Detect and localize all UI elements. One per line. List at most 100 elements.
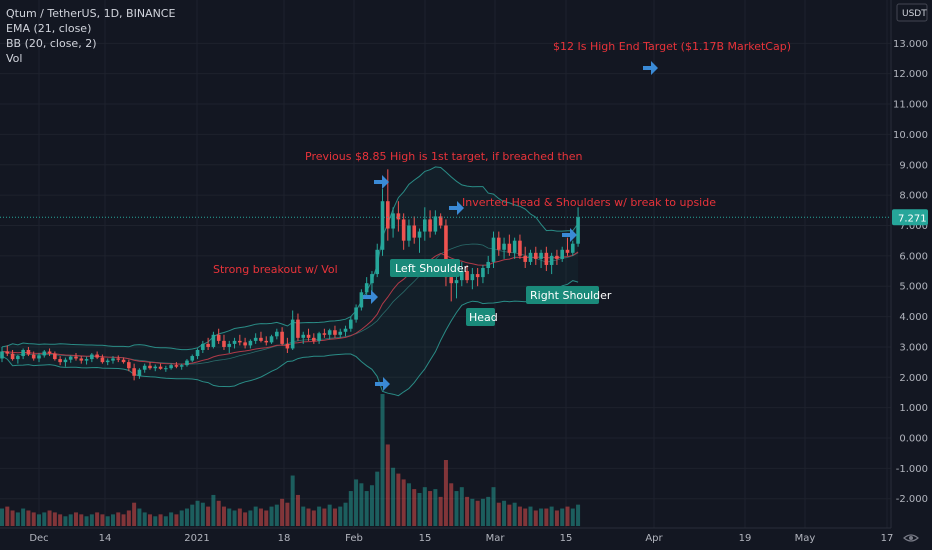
- candle: [169, 363, 173, 370]
- candle: [121, 357, 126, 364]
- note-previous-high: Previous $8.85 High is 1st target, if br…: [305, 150, 583, 163]
- volume-bar: [21, 508, 26, 526]
- candle: [576, 207, 580, 247]
- candle: [79, 356, 84, 364]
- price-axis[interactable]: 13.000 12.000 11.000 10.000 9.000 8.000 7.000 6…: [893, 39, 928, 505]
- arrow-right-icon: [363, 290, 378, 304]
- volume-bar: [311, 510, 316, 526]
- candle: [380, 189, 385, 256]
- volume-bar: [470, 498, 475, 526]
- volume-bar: [105, 516, 110, 526]
- candle: [496, 231, 501, 256]
- candle: [491, 231, 496, 268]
- volume-bar: [338, 506, 343, 526]
- x-tick-label: 17: [881, 533, 894, 544]
- volume-bar: [73, 512, 78, 526]
- x-tick-label: Mar: [486, 533, 506, 544]
- volume-bar: [126, 510, 131, 526]
- volume-bar: [58, 514, 63, 526]
- volume-bar: [200, 502, 205, 526]
- candle: [0, 346, 4, 363]
- candle: [243, 337, 247, 349]
- candle: [412, 216, 417, 244]
- y-tick-label: -2.000: [896, 494, 928, 505]
- currency-badge[interactable]: USDT: [896, 3, 928, 22]
- volume-bar: [147, 514, 152, 526]
- volume-bar: [554, 510, 559, 526]
- candle: [26, 346, 31, 357]
- volume-bar: [84, 516, 89, 526]
- volume-bar: [63, 516, 68, 526]
- volume-bar: [264, 510, 269, 526]
- candle: [280, 327, 284, 346]
- volume-bar: [443, 460, 448, 526]
- candle: [555, 249, 559, 265]
- y-tick-label: 10.000: [893, 130, 928, 141]
- candle: [227, 340, 232, 354]
- eye-icon[interactable]: [903, 534, 919, 542]
- volume-bar: [216, 500, 221, 526]
- volume-bar: [169, 512, 174, 526]
- volume-bar: [417, 493, 422, 526]
- volume-bar: [385, 444, 390, 526]
- candle: [364, 277, 369, 299]
- volume-bar: [327, 504, 332, 526]
- arrow-right-icon: [375, 377, 390, 391]
- volume-bar: [285, 502, 290, 526]
- volume-bar: [10, 510, 15, 526]
- candle: [539, 249, 543, 268]
- candle: [248, 339, 253, 349]
- candle: [201, 340, 205, 354]
- volume-bar: [42, 512, 47, 526]
- candle: [428, 210, 432, 238]
- candle: [518, 234, 522, 259]
- volume-bar: [486, 496, 491, 526]
- legend-bb: BB (20, close, 2): [6, 37, 97, 50]
- volume-bar: [369, 485, 374, 526]
- candle: [185, 359, 189, 367]
- volume-bar: [206, 506, 211, 526]
- volume-bar: [290, 475, 295, 526]
- candle: [58, 356, 62, 366]
- candle: [137, 368, 142, 379]
- candle: [301, 331, 306, 344]
- volume-bar: [232, 510, 237, 526]
- volume-bar: [528, 506, 533, 526]
- volume-bar: [179, 510, 184, 526]
- candle: [370, 271, 374, 293]
- candle: [105, 358, 110, 366]
- volume-bar: [211, 494, 216, 526]
- y-tick-label: 1.000: [899, 403, 928, 414]
- svg-text:Right Shoulder: Right Shoulder: [530, 289, 612, 302]
- volume-bar: [332, 508, 337, 526]
- candle: [417, 228, 422, 253]
- volume-bar: [248, 510, 253, 526]
- volume-bar: [549, 506, 554, 526]
- candle: [269, 334, 274, 344]
- y-tick-label: 13.000: [893, 39, 928, 50]
- candle: [148, 362, 152, 370]
- volume-bar: [227, 508, 232, 526]
- volume-bar: [132, 502, 137, 526]
- volume-bar: [512, 502, 517, 526]
- volume-bar: [100, 514, 105, 526]
- arrow-right-icon: [643, 61, 658, 75]
- arrows: [363, 61, 658, 391]
- arrow-right-icon: [449, 201, 464, 215]
- candle: [433, 210, 438, 235]
- volume-bar: [5, 506, 10, 526]
- candle: [475, 268, 480, 287]
- candle: [164, 365, 168, 372]
- volume-bar: [79, 514, 84, 526]
- y-tick-label: 4.000: [899, 312, 928, 323]
- candle: [354, 304, 358, 323]
- volume-bar: [412, 489, 417, 526]
- volume-bar: [269, 506, 274, 526]
- volume-bar: [391, 467, 396, 526]
- time-axis[interactable]: Dec 14 2021 18 Feb 15 Mar 15 Apr 19 May 17: [29, 533, 893, 544]
- volume-bar: [95, 512, 100, 526]
- x-tick-label: Feb: [345, 533, 363, 544]
- volume-bar: [354, 479, 359, 526]
- volume-bar: [31, 512, 36, 526]
